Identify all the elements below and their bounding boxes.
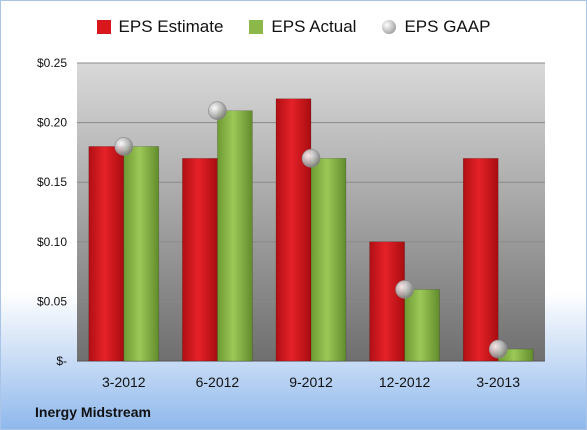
y-tick-label: $0.05: [37, 294, 67, 308]
marker-eps-gaap: [114, 137, 134, 156]
legend-label-estimate: EPS Estimate: [118, 17, 224, 36]
bar-eps-actual: [404, 289, 440, 362]
x-tick-label: 3-2012: [102, 374, 146, 390]
x-tick-label: 9-2012: [289, 374, 333, 390]
y-tick-label: $0.15: [37, 175, 67, 189]
bar-eps-estimate: [88, 146, 125, 362]
legend-entry-estimate: EPS Estimate: [96, 17, 224, 37]
bar-eps-actual: [217, 110, 253, 362]
company-name: Inergy Midstream: [35, 404, 151, 420]
x-tick-label: 3-2013: [476, 374, 520, 390]
x-axis: 3-2012 6-2012 9-2012 12-2012 3-2013: [102, 374, 520, 390]
bar-eps-estimate: [275, 98, 312, 362]
legend: EPS Estimate EPS Actual EPS GAAP: [1, 17, 586, 37]
legend-entry-actual: EPS Actual: [249, 17, 356, 37]
y-tick-label: $0.10: [37, 235, 67, 249]
x-tick-label: 12-2012: [379, 374, 431, 390]
legend-swatch-estimate: [96, 20, 111, 34]
legend-swatch-actual: [249, 20, 264, 34]
gaap-markers: [114, 101, 508, 359]
legend-swatch-gaap: [382, 20, 397, 34]
y-tick-label: $0.25: [37, 56, 67, 70]
marker-eps-gaap: [395, 280, 414, 299]
y-axis: $- $0.05 $0.10 $0.15 $0.20 $0.25: [37, 56, 67, 368]
marker-eps-gaap: [301, 149, 321, 168]
legend-label-gaap: EPS GAAP: [404, 17, 491, 36]
legend-label-actual: EPS Actual: [271, 17, 357, 36]
x-tick-label: 6-2012: [196, 374, 240, 390]
y-tick-label: $0.20: [37, 116, 67, 130]
legend-entry-gaap: EPS GAAP: [382, 17, 490, 37]
bar-eps-estimate: [182, 158, 218, 362]
bar-eps-actual: [123, 146, 160, 362]
bars: [88, 98, 534, 362]
y-tick-label: $-: [56, 354, 67, 368]
bar-eps-estimate: [462, 158, 499, 362]
bar-eps-estimate: [369, 241, 405, 362]
marker-eps-gaap: [208, 101, 227, 120]
bar-eps-actual: [310, 158, 347, 362]
marker-eps-gaap: [488, 339, 508, 359]
